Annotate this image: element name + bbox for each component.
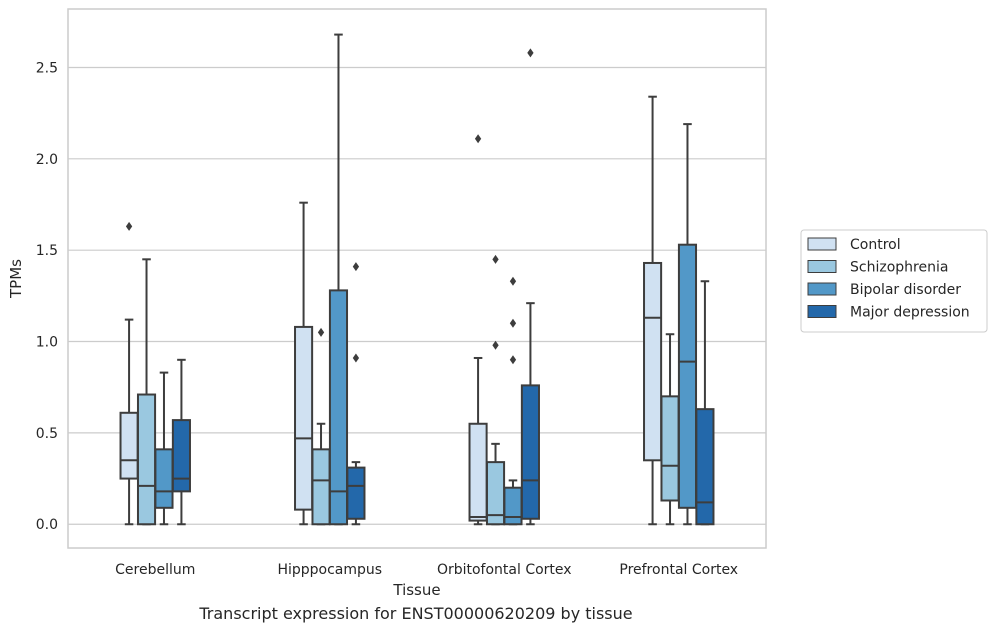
outlier-point	[509, 276, 517, 286]
box-schizophrenia	[136, 258, 157, 526]
outlier-point	[125, 221, 133, 231]
outlier-point	[527, 48, 534, 58]
box-control	[294, 201, 314, 526]
box-major-depression	[171, 358, 191, 526]
box-major-depression	[520, 48, 540, 526]
box-bipolar-disorder	[154, 371, 174, 526]
box-body	[328, 289, 349, 526]
box-body	[136, 393, 157, 526]
box-body	[119, 411, 139, 480]
x-tick-label: Orbitofontal Cortex	[437, 562, 572, 578]
y-tick-label: 2.0	[36, 152, 58, 168]
y-tick-label: 1.0	[36, 335, 58, 351]
legend-label: Control	[850, 237, 901, 253]
box-body	[660, 395, 680, 502]
outlier-point	[492, 340, 499, 350]
y-tick-label: 2.5	[36, 60, 58, 76]
outlier-point	[317, 327, 325, 337]
y-tick-label: 0.0	[36, 517, 58, 533]
box-bipolar-disorder	[677, 123, 698, 526]
plot-frame	[67, 8, 767, 549]
outlier-point	[509, 355, 517, 365]
outlier-point	[352, 262, 360, 272]
box-body	[695, 408, 715, 526]
box-body	[154, 448, 174, 509]
box-control	[643, 95, 663, 526]
y-tick-label: 1.5	[36, 243, 58, 259]
y-tick-label: 0.5	[36, 426, 58, 442]
box-body	[503, 486, 523, 526]
y-axis-label: TPMs	[7, 259, 25, 299]
box-body	[294, 325, 314, 511]
figure-caption: Transcript expression for ENST0000062020…	[199, 604, 633, 623]
x-tick-label: Prefrontal Cortex	[619, 562, 738, 578]
legend-swatch	[807, 305, 837, 318]
box-body	[643, 261, 663, 462]
outlier-point	[509, 318, 517, 328]
box-body	[468, 422, 488, 522]
x-tick-label: Cerebellum	[115, 562, 195, 578]
box-body	[171, 419, 191, 493]
x-axis-label: Tissue	[392, 581, 440, 599]
legend-label: Bipolar disorder	[850, 282, 961, 298]
box-schizophrenia	[485, 254, 506, 526]
box-body	[677, 243, 698, 509]
box-major-depression	[346, 262, 366, 526]
legend-swatch	[807, 260, 837, 273]
legend-label: Major depression	[850, 305, 970, 321]
box-major-depression	[695, 280, 715, 526]
legend-box	[800, 229, 988, 333]
box-body	[520, 384, 540, 520]
box-body	[311, 448, 331, 526]
box-bipolar-disorder	[328, 33, 349, 526]
outlier-point	[492, 254, 499, 264]
outlier-point	[474, 134, 482, 144]
legend-swatch	[807, 282, 837, 296]
legend: Control Schizophrenia Bipolar disorder Majo…	[800, 229, 988, 333]
legend-label: Schizophrenia	[850, 260, 948, 276]
x-tick-label: Hipppocampus	[277, 562, 382, 578]
legend-swatch	[807, 237, 837, 251]
outlier-point	[352, 353, 360, 363]
box-body	[346, 466, 366, 520]
